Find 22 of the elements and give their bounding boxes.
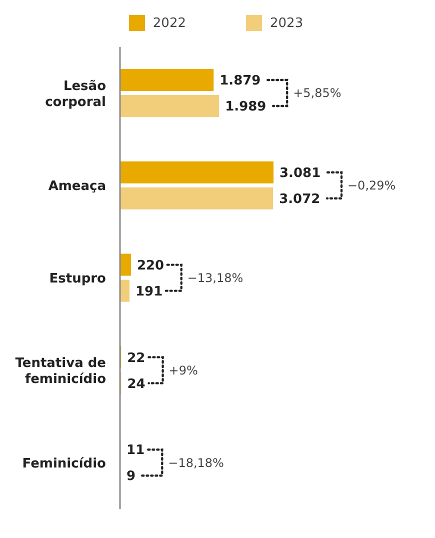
legend-label: 2023 — [270, 16, 304, 31]
text: −0,29% — [348, 178, 396, 193]
annotation: +9% — [168, 363, 198, 378]
y-tick-label: Tentativa de feminicídio — [15, 356, 106, 387]
legend-label: 2022 — [152, 16, 186, 31]
annotation: −13,18% — [187, 271, 244, 285]
y-tick-label: Feminicídio — [22, 456, 106, 472]
data-label: 9 — [126, 469, 136, 484]
data-label: 1.879 — [220, 74, 261, 89]
data-label: 11 — [126, 443, 145, 458]
annotation: −18,18% — [168, 456, 224, 470]
data-label: 191 — [136, 284, 163, 300]
data-label: 1.989 — [225, 100, 266, 115]
data-label: 3.072 — [279, 192, 320, 207]
y-tick-label: Ameaça — [48, 179, 106, 194]
text: +5,85% — [293, 86, 342, 100]
data-label: 220 — [136, 258, 164, 274]
y-tick-label: Lesão corporal — [45, 78, 106, 110]
data-label: 24 — [127, 376, 146, 392]
data-label: 3.081 — [280, 166, 321, 181]
y-tick-label: Estupro — [49, 272, 106, 287]
data-label: 22 — [127, 350, 146, 366]
